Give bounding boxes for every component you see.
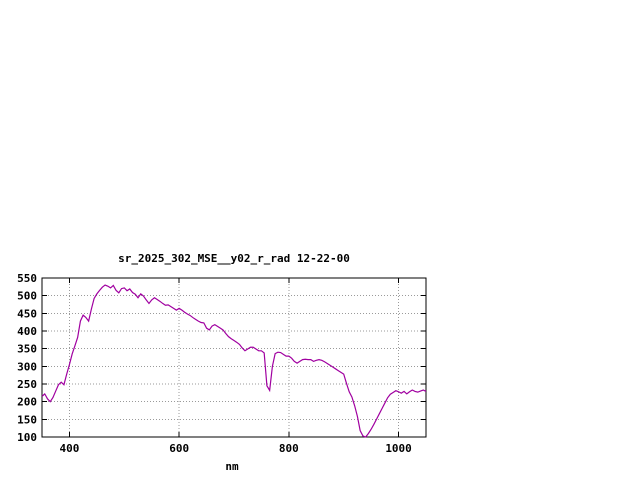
- y-tick-label: 250: [17, 378, 37, 391]
- x-tick-label: 800: [279, 442, 299, 455]
- x-tick-label: 600: [169, 442, 189, 455]
- series-line: [41, 284, 427, 438]
- y-tick-label: 350: [17, 343, 37, 356]
- plot-border: [41, 277, 427, 438]
- y-tick-label: 400: [17, 325, 37, 338]
- y-tick-label: 150: [17, 413, 37, 426]
- y-tick-label: 300: [17, 360, 37, 373]
- x-tick-label: 400: [59, 442, 79, 455]
- y-tick-label: 100: [17, 431, 37, 444]
- plot-area: 400 600 800 1000 100 150 200 250 300 350 400 450 500…: [17, 272, 427, 455]
- x-tick-label: 1000: [385, 442, 412, 455]
- chart-title: sr_2025_302_MSE__y02_r_rad 12-22-00: [118, 252, 350, 265]
- x-axis-label: nm: [225, 460, 239, 473]
- y-tick-label: 500: [17, 290, 37, 303]
- y-tick-label: 450: [17, 307, 37, 320]
- y-tick-label: 550: [17, 272, 37, 285]
- y-tick-label: 200: [17, 396, 37, 409]
